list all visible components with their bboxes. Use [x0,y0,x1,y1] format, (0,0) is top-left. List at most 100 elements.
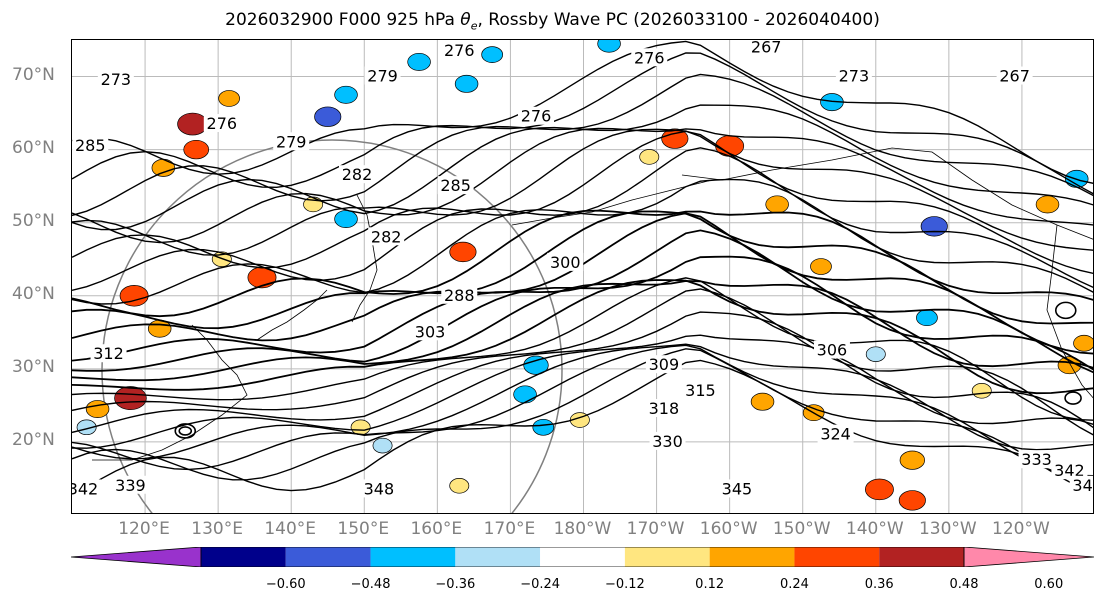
lon-tick-label: 150°E [337,519,390,539]
contour-label: 309 [649,355,680,374]
theta-e-map: 276 273 276 279 276 276 267 273 267 285 279 282 285 2… [72,40,1093,513]
anomaly-patch [916,309,938,327]
theta-e-contour [72,343,1093,460]
colorbar-segment [455,547,541,567]
theta-e-contour [72,288,1093,436]
contour-label: 279 [367,67,398,86]
anomaly-patch [661,128,689,149]
contour-label-bg [817,424,854,443]
contour-label: 318 [649,399,680,418]
closed-contour [178,426,193,436]
contour-label: 339 [115,476,146,495]
contour-label-bg [441,285,478,304]
theta-e-contour [72,229,1093,374]
anomaly-patch [971,383,992,399]
anomaly-patch [449,478,470,494]
contour-label: 285 [440,176,471,195]
theta-e-contour [72,344,1093,477]
colorbar-outline [200,547,965,567]
anomaly-patch [85,400,110,418]
lon-tick-label: 160°E [410,519,463,539]
colorbar [71,547,1094,567]
anomaly-shading [76,40,1093,511]
title-suffix: , Rossby Wave PC (2026033100 - 202604040… [477,10,880,30]
anomaly-patch [1057,356,1082,375]
theta-e-contour [72,212,1093,355]
theta-e-contour [72,280,1093,382]
lon-tick-label: 140°E [264,519,317,539]
contour-label-bg [813,340,850,359]
theta-symbol: θ [460,10,471,30]
contour-label-bg [273,132,310,151]
anomaly-patch [334,210,358,228]
contour-label-bg [97,70,134,89]
coastlines [92,147,1093,461]
colorbar-tick-label: 0.60 [1034,577,1064,592]
contour-label: 276 [521,107,552,126]
colorbar-tick-label: −0.60 [265,577,306,592]
contour-label: 312 [93,344,124,363]
lon-tick-label: 170°E [483,519,536,539]
contour-label-bg [437,176,474,195]
anomaly-patch [177,112,208,136]
lat-tick-label: 50°N [12,210,55,231]
contour-label: 288 [444,286,475,305]
lon-tick-label: 130°E [191,519,243,539]
lon-tick-label: 160°W [699,519,758,539]
graticule [72,40,1093,513]
contour-label: 276 [444,41,475,60]
contour-label-bg [90,344,127,363]
map-panel: 276 273 276 279 276 276 267 273 267 285 279 282 285 2… [71,39,1094,514]
anomaly-patch [864,478,894,501]
anomaly-patch [513,385,537,404]
theta-e-contour [72,104,1093,231]
contour-label: 282 [342,165,373,184]
contour-label-bg [338,165,375,184]
lon-tick-label: 180°W [553,519,612,539]
colorbar-segment [624,547,710,567]
contour-label-bg [1069,475,1093,494]
colorbar-segment [285,547,371,567]
anomaly-patch [765,195,789,214]
contour-label-bg [518,106,555,125]
theta-e-contour [72,147,1093,291]
theta-e-contour [72,73,1093,217]
anomaly-patch [865,346,886,362]
colorbar-tick-label: −0.36 [435,577,476,592]
contour-label-bg [360,479,397,498]
anomaly-patch [750,392,775,411]
contour-label: 342 [72,479,98,498]
contour-label-bg [649,431,686,450]
colorbar-tick-label: 0.48 [949,577,979,592]
lon-tick-label: 150°W [772,519,831,539]
contour-label: 342 [1054,461,1085,480]
contour-label: 300 [550,253,581,272]
contour-label-bg [203,114,240,133]
contour-label: 267 [999,67,1030,86]
contour-label: 303 [415,322,446,341]
contour-label: 348 [364,479,395,498]
colorbar-tick-label: 0.12 [695,577,725,592]
anomaly-patch [218,90,240,107]
contour-label: 333 [1021,450,1052,469]
contour-label-bg [547,252,584,271]
lat-tick-label: 70°N [12,64,55,85]
anomaly-patch [523,355,549,375]
anomaly-patch [639,149,660,165]
lon-tick-label: 170°W [626,519,685,539]
title-prefix: 2026032900 F000 925 hPa [225,10,461,30]
anomaly-patch [114,386,147,411]
coastline-aleutians [511,179,713,226]
colorbar-extend-low [71,547,202,567]
anomaly-patch [151,158,176,177]
lon-tick-label: 120°E [118,519,170,539]
closed-contour [1064,391,1082,405]
contour-label-bg [368,227,405,246]
contour-label-bg [645,399,682,418]
lon-tick-label: 130°W [918,519,977,539]
contour-label-bg [1018,450,1055,469]
colorbar-extend-high [963,547,1094,567]
colorbar-tick-label: 0.24 [779,577,809,592]
anomaly-patch [372,437,393,454]
anomaly-patch [532,418,555,436]
